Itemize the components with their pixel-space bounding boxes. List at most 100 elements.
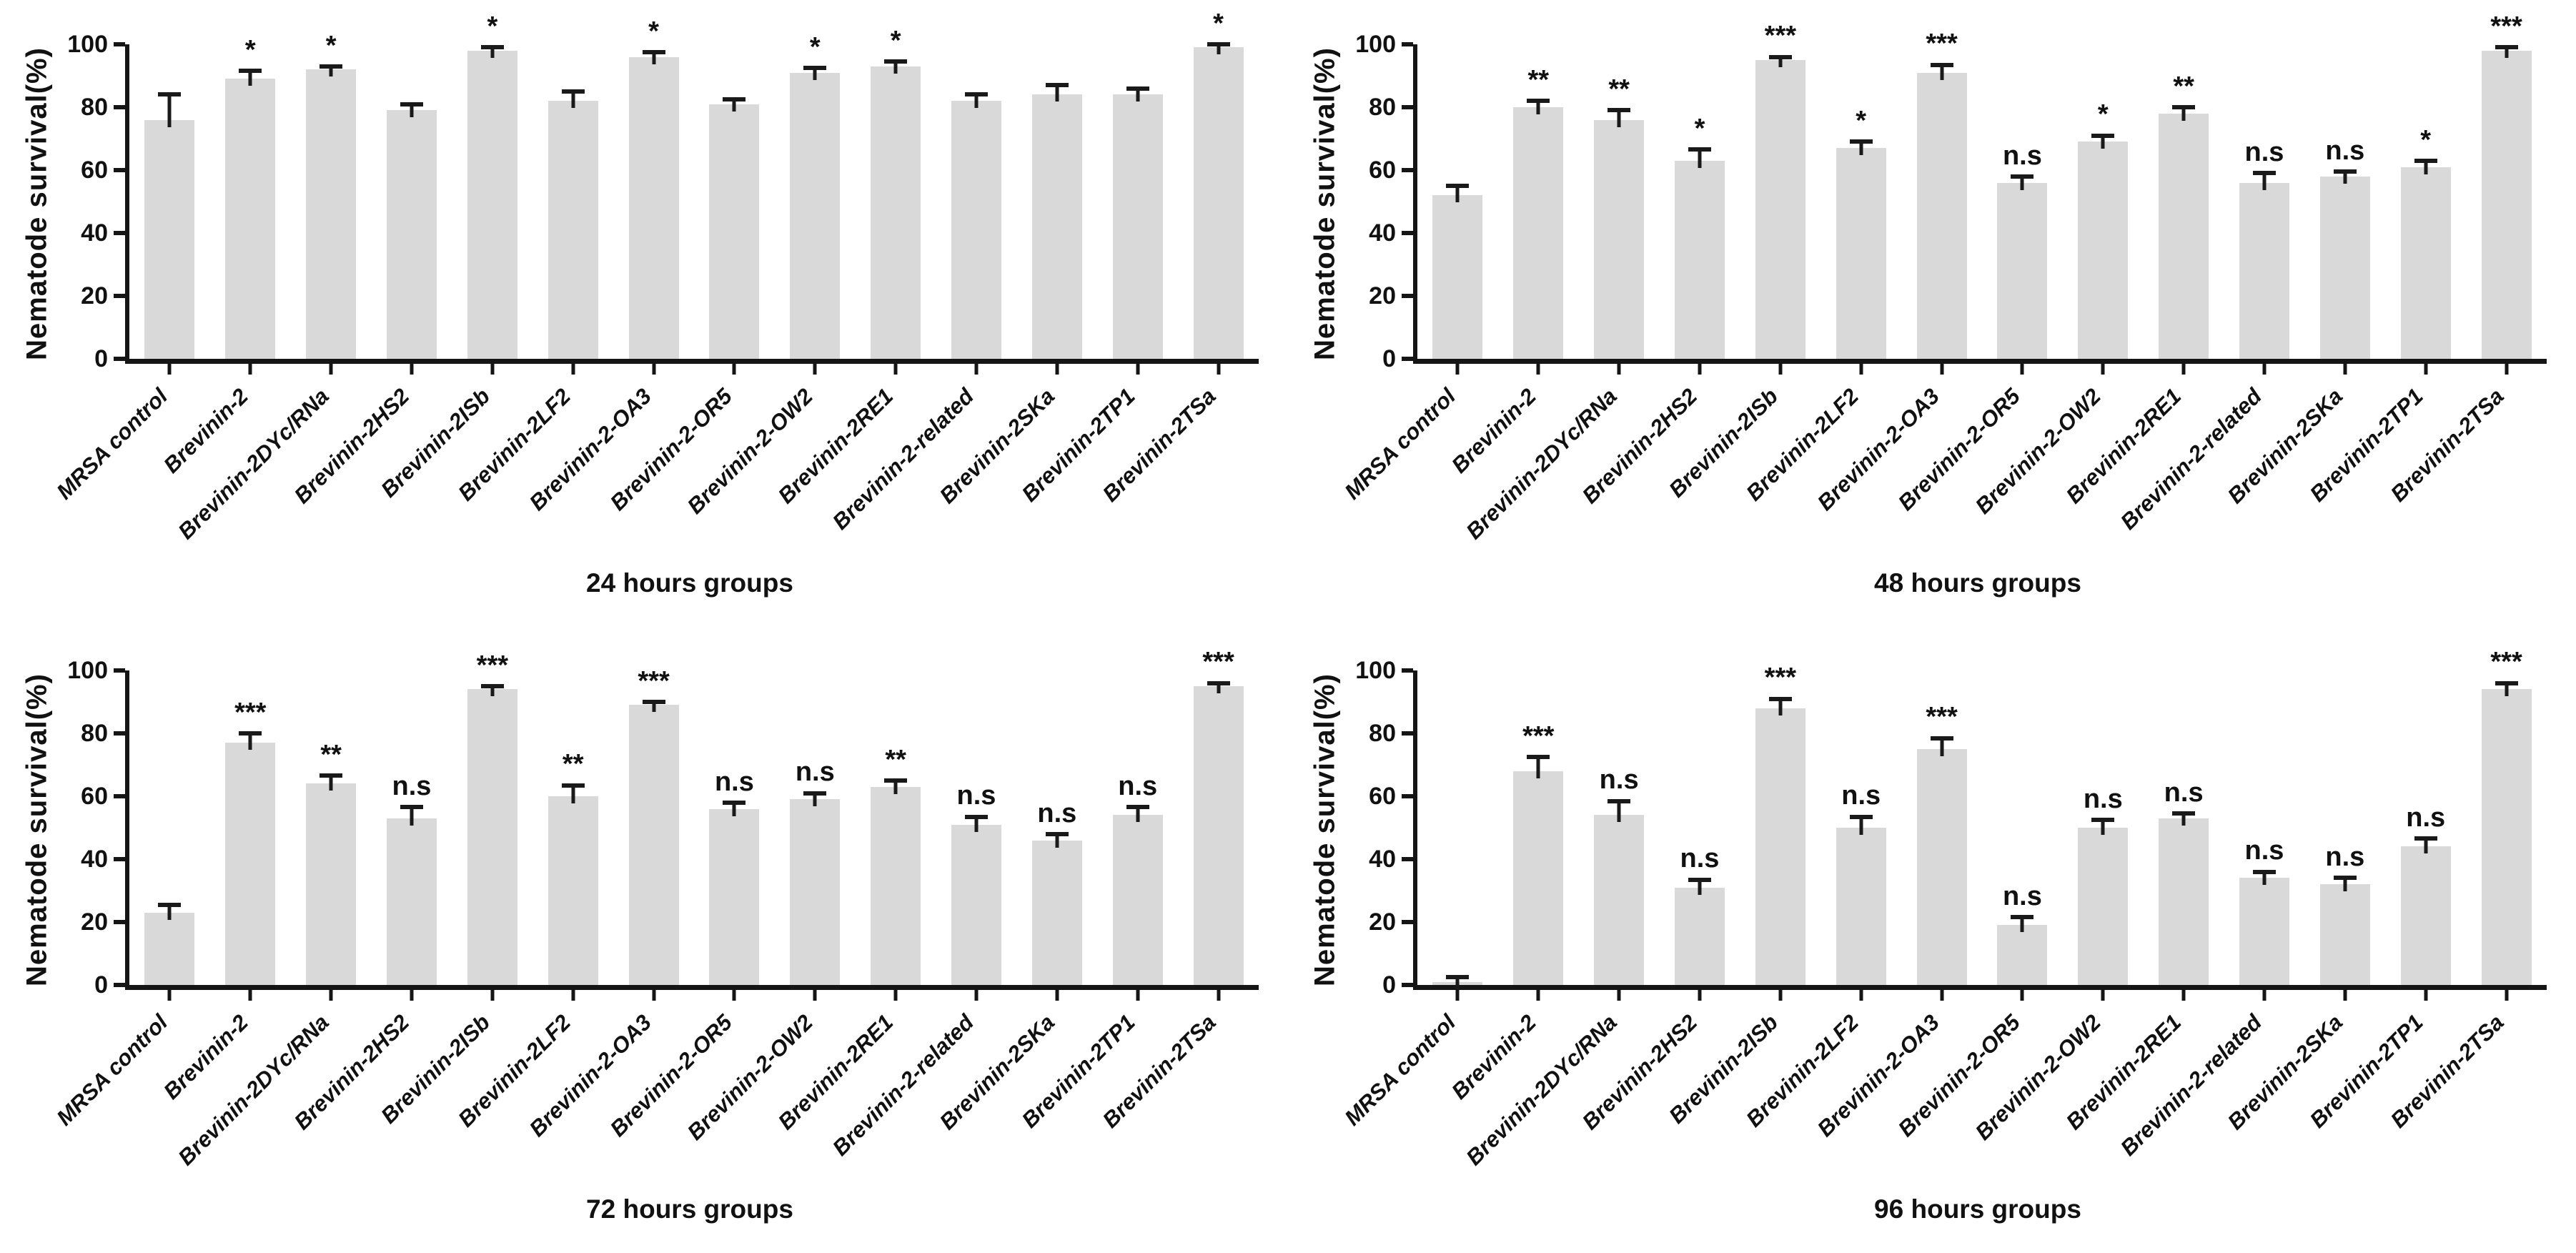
error-bar-cap [2252, 171, 2276, 176]
error-bar-stem [1940, 738, 1944, 756]
significance-label: ** [885, 744, 906, 775]
bar-group-13: n.s [1097, 670, 1178, 1001]
error-bar-stem [893, 781, 898, 794]
y-axis-tick [114, 857, 125, 861]
chart-title: 96 hours groups [1874, 1194, 2081, 1224]
x-axis-tick [974, 364, 979, 375]
bar [2400, 167, 2451, 359]
significance-label: n.s [714, 766, 754, 797]
error-bar-stem [2424, 160, 2428, 174]
error-bar-cap [964, 814, 988, 819]
bar [871, 786, 921, 985]
y-axis-tick-label: 0 [1382, 345, 1396, 372]
bar-group-8: n.s [694, 670, 775, 1001]
x-axis-tick [2181, 990, 2186, 1001]
error-bar-cap [480, 684, 504, 688]
y-axis-tick-label: 20 [1369, 282, 1396, 309]
error-bar-stem [1698, 879, 1702, 895]
error-bar-cap [2495, 45, 2518, 50]
significance-label: n.s [2083, 783, 2123, 814]
bar-group-1 [129, 44, 210, 375]
x-axis-tick [1778, 990, 1783, 1001]
bar-group-14: *** [2466, 648, 2547, 1001]
bar [306, 783, 357, 985]
x-category-label: MRSA control [51, 1009, 172, 1131]
x-axis-tick [1455, 990, 1460, 1001]
bar-group-1 [129, 670, 210, 1001]
y-axis-tick-label: 40 [81, 846, 108, 873]
error-bar-cap [400, 101, 423, 107]
bar [1997, 925, 2048, 985]
bar-group-2: *** [210, 670, 291, 1001]
y-axis-tick [114, 983, 125, 987]
x-axis-tick [2505, 364, 2509, 375]
error-bar-cap [2011, 174, 2034, 179]
error-bar-stem [1136, 88, 1140, 102]
bar-group-14: *** [1178, 648, 1259, 1001]
y-axis-tick [114, 668, 125, 673]
y-axis-tick [114, 168, 125, 172]
bar-group-7: * [613, 18, 694, 375]
bar [1513, 771, 1564, 985]
significance-label: *** [1522, 720, 1555, 751]
significance-label: n.s [2325, 842, 2365, 873]
bar-group-5: *** [452, 652, 532, 1001]
y-axis-tick [1402, 983, 1413, 987]
significance-label: n.s [1037, 798, 1077, 828]
y-axis-tick [1402, 857, 1413, 861]
significance-label: *** [2490, 11, 2522, 42]
error-bar-cap [2252, 869, 2276, 874]
bar [306, 69, 357, 359]
bar [1594, 119, 1645, 359]
error-bar-stem [2101, 135, 2105, 149]
bar-group-3: n.s [1579, 670, 1660, 1001]
x-axis-tick [329, 990, 333, 1001]
bar-group-13: * [2385, 44, 2466, 375]
error-bar-cap [803, 791, 827, 796]
error-bar-cap [1930, 736, 1953, 741]
error-bar-cap [884, 59, 908, 64]
bar-group-11: n.s [936, 670, 1017, 1001]
significance-label: n.s [2406, 803, 2446, 833]
error-bar-stem [974, 94, 979, 109]
significance-label: * [325, 30, 337, 61]
x-axis-tick [1136, 990, 1140, 1001]
bar [1112, 94, 1163, 359]
bar [1432, 195, 1483, 359]
significance-label: * [244, 35, 256, 66]
y-axis-tick [1402, 668, 1413, 673]
x-axis-tick [2343, 364, 2347, 375]
bar [709, 104, 760, 359]
x-axis-tick [1536, 364, 1540, 375]
error-bar-cap [1930, 62, 1953, 67]
y-axis-tick [114, 105, 125, 109]
x-category-label: MRSA control [1339, 1009, 1460, 1131]
x-axis-tick [1859, 364, 1863, 375]
significance-label: ** [1608, 74, 1630, 105]
bar [225, 79, 276, 359]
error-bar-cap [239, 731, 262, 736]
error-bar-cap [561, 89, 585, 94]
error-bar-cap [1768, 696, 1792, 701]
bar [790, 799, 841, 985]
error-bar-stem [2101, 820, 2105, 835]
bar-group-7: *** [1901, 670, 1982, 1001]
bar-group-11 [936, 44, 1017, 375]
x-axis-tick [1778, 364, 1783, 375]
error-bar-stem [2343, 172, 2347, 184]
error-bar-cap [803, 66, 827, 70]
error-bar-stem [974, 816, 979, 832]
error-bar-stem [1859, 142, 1863, 156]
bar-group-8: n.s [1982, 44, 2063, 375]
x-category-label: Brevinin-2DYc/RNa [172, 1009, 334, 1171]
y-axis-tick [1402, 731, 1413, 736]
error-bar-cap [964, 92, 988, 97]
bar-group-10: ** [856, 670, 936, 1001]
bar [1916, 72, 1967, 359]
error-bar-cap [1607, 798, 1631, 803]
x-axis-tick [167, 364, 172, 375]
bar-group-4: n.s [372, 670, 452, 1001]
y-axis-tick-label: 40 [1369, 846, 1396, 873]
error-bar-stem [1217, 683, 1221, 693]
error-bar-stem [2020, 176, 2024, 190]
